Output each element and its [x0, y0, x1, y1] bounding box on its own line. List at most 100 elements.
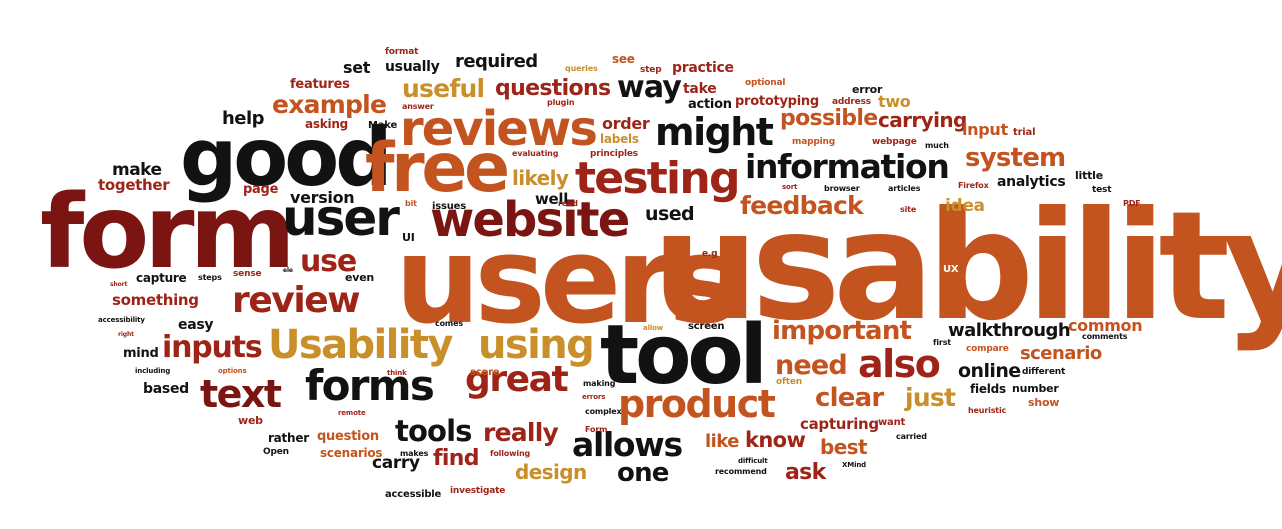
word: short [110, 281, 128, 288]
word: inputs [162, 330, 263, 365]
word: think [387, 369, 407, 377]
word: including [135, 367, 171, 375]
word: comments [1082, 332, 1128, 341]
word: remote [338, 409, 366, 417]
word: errors [582, 393, 606, 401]
word: page [243, 182, 279, 197]
word: good [180, 111, 392, 204]
word: Form [585, 425, 608, 434]
word: articles [888, 184, 921, 193]
word: number [1012, 382, 1059, 395]
word: easy [178, 317, 214, 333]
word: practice [672, 60, 734, 76]
word: text [200, 372, 282, 416]
word: possible [780, 106, 878, 131]
word: usually [385, 59, 440, 75]
word: screen [688, 321, 725, 332]
word: Usability [268, 322, 453, 368]
word: accessible [385, 489, 442, 500]
word: system [965, 143, 1066, 173]
word: something [112, 291, 199, 309]
word: issues [432, 201, 466, 212]
word: trial [1013, 127, 1036, 138]
word: Make [368, 120, 398, 131]
word: options [218, 367, 247, 375]
word: read [558, 199, 578, 208]
word: important [772, 316, 912, 346]
word: free [365, 129, 510, 208]
word: common [1068, 316, 1143, 335]
word: site [900, 205, 917, 214]
word: browser [824, 184, 860, 193]
word: step [640, 65, 662, 75]
word: PDF [1123, 199, 1141, 208]
word: optional [745, 78, 786, 88]
word: use [300, 244, 357, 279]
word: asking [305, 117, 349, 131]
word: steps [198, 273, 222, 282]
word: little [1075, 169, 1103, 182]
word: version [290, 188, 355, 207]
word: feedback [740, 191, 864, 220]
word: right [118, 331, 134, 338]
word: online [958, 360, 1021, 382]
word: sort [782, 183, 798, 191]
word: mapping [792, 137, 836, 147]
word: design [515, 460, 587, 484]
word: want [878, 417, 906, 428]
word: carried [896, 432, 927, 441]
word: prototyping [735, 94, 819, 109]
word: user [282, 189, 400, 247]
word: rather [268, 431, 309, 445]
word: webpage [872, 137, 917, 147]
word: carrying [878, 108, 967, 132]
word: e.g [702, 249, 718, 259]
word: fields [970, 382, 1006, 396]
word: need [775, 350, 848, 381]
word: take [683, 81, 717, 97]
word: sense [233, 269, 262, 279]
word: input [962, 120, 1008, 139]
word: questions [495, 76, 611, 101]
word: really [483, 418, 559, 447]
word: show [1028, 396, 1060, 409]
word: making [583, 379, 616, 388]
word: ele [283, 267, 293, 274]
word: queries [565, 64, 598, 73]
word: capturing [800, 415, 879, 433]
word: review [232, 280, 360, 321]
word: allow [643, 324, 664, 332]
word: great [465, 359, 569, 400]
word: required [455, 51, 538, 72]
word: action [688, 97, 732, 112]
word: example [272, 90, 387, 119]
word: answer [402, 102, 434, 111]
word: ask [785, 460, 826, 485]
word: even [345, 271, 375, 284]
word: find [433, 446, 480, 471]
word: way [617, 70, 682, 105]
word: Firefox [958, 181, 989, 190]
word: make [112, 160, 162, 180]
word: XMind [842, 461, 867, 469]
word: investigate [450, 486, 506, 496]
word: form [40, 173, 296, 292]
word: question [317, 429, 379, 444]
word: tool [600, 308, 768, 403]
word: format [385, 47, 419, 57]
word: makes [400, 449, 429, 458]
word: order [602, 114, 650, 133]
word: capture [136, 271, 187, 285]
word: help [222, 108, 264, 129]
word: based [143, 381, 189, 397]
word: labels [600, 132, 639, 146]
word: just [905, 383, 956, 412]
word: test [1092, 185, 1112, 195]
word: complex [585, 407, 622, 416]
word: like [705, 431, 739, 452]
word: walkthrough [948, 320, 1071, 341]
word: heuristic [968, 406, 1007, 415]
word: clear [815, 383, 884, 413]
word: carry [372, 453, 420, 473]
